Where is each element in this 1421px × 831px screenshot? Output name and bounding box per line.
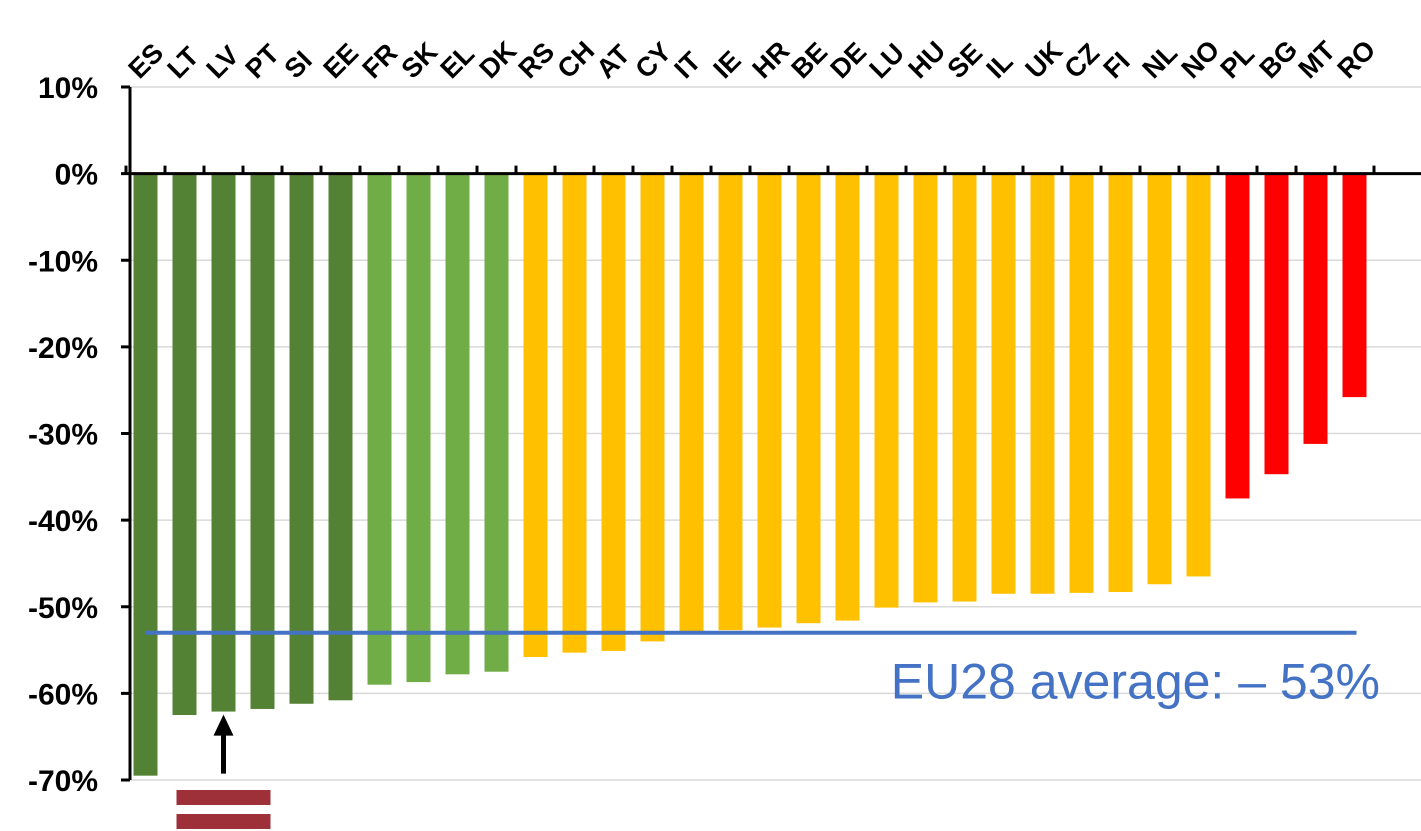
axes — [121, 85, 1421, 782]
arrow-icon — [213, 714, 234, 774]
bar-dk — [484, 173, 509, 672]
y-tick-label: -30% — [28, 419, 98, 452]
highlight-marker — [176, 714, 271, 831]
bar-no — [1186, 173, 1211, 577]
bar-nl — [1147, 173, 1172, 585]
x-category-label: PT — [240, 38, 286, 84]
x-category-label: PL — [1215, 39, 1261, 85]
average-group: EU28 average: – 53% — [145, 630, 1380, 710]
bar-hu — [913, 173, 938, 603]
bar-el — [445, 173, 470, 675]
bar-pl — [1225, 173, 1250, 499]
bar-cy — [640, 173, 665, 642]
bars — [133, 173, 1367, 776]
bar-sk — [406, 173, 431, 683]
x-category-label: EE — [318, 38, 365, 85]
x-category-label: LV — [201, 40, 245, 84]
bar-si — [289, 173, 314, 704]
x-category-label: CZ — [1059, 38, 1106, 85]
bar-fr — [367, 173, 392, 685]
y-tick-label: -60% — [28, 678, 98, 711]
x-category-label: LT — [162, 41, 205, 84]
bar-at — [601, 173, 626, 651]
y-tick-label: -70% — [28, 765, 98, 798]
bar-ch — [562, 173, 587, 653]
bar-uk — [1030, 173, 1055, 594]
x-category-label: EL — [435, 39, 481, 85]
average-label: EU28 average: – 53% — [891, 654, 1380, 710]
bar-es — [133, 173, 158, 776]
bar-fi — [1108, 173, 1133, 593]
y-tick-label: 0% — [55, 159, 98, 192]
x-category-label: RO — [1332, 34, 1382, 84]
bar-pt — [250, 173, 275, 709]
bar-ro — [1342, 173, 1367, 398]
bar-mt — [1303, 173, 1328, 444]
y-tick-label: 10% — [38, 72, 98, 105]
x-category-label: SE — [942, 38, 989, 85]
y-tick-label: -50% — [28, 592, 98, 625]
bar-se — [952, 173, 977, 602]
bar-bg — [1264, 173, 1289, 475]
bar-lt — [172, 173, 197, 716]
y-tick-label: -20% — [28, 332, 98, 365]
bar-ie — [718, 173, 743, 631]
bar-de — [835, 173, 860, 621]
bar-it — [679, 173, 704, 632]
bar-cz — [1069, 173, 1094, 593]
x-category-label: IL — [981, 46, 1019, 84]
y-tick-label: -40% — [28, 505, 98, 538]
x-category-label: LU — [864, 38, 911, 85]
bar-rs — [523, 173, 548, 657]
x-category-label: NL — [1137, 38, 1184, 85]
latvia-flag-icon — [176, 790, 271, 831]
bar-il — [991, 173, 1016, 594]
bar-lu — [874, 173, 899, 608]
y-tick-label: -10% — [28, 245, 98, 278]
x-category-label: SI — [279, 45, 318, 84]
x-category-label: IT — [669, 46, 708, 85]
x-category-label: FR — [357, 38, 404, 85]
bar-be — [796, 173, 821, 624]
bar-lv — [211, 173, 236, 712]
y-tick-labels: 10% 0% -10% -20% -30% -40% -50% -60% -70% — [28, 72, 98, 798]
x-category-label: AT — [591, 39, 637, 85]
x-category-label: IE — [708, 45, 747, 84]
x-category-label: FI — [1098, 46, 1136, 84]
bar-ee — [328, 173, 353, 701]
bar-hr — [757, 173, 782, 628]
x-category-label: ES — [123, 38, 170, 85]
